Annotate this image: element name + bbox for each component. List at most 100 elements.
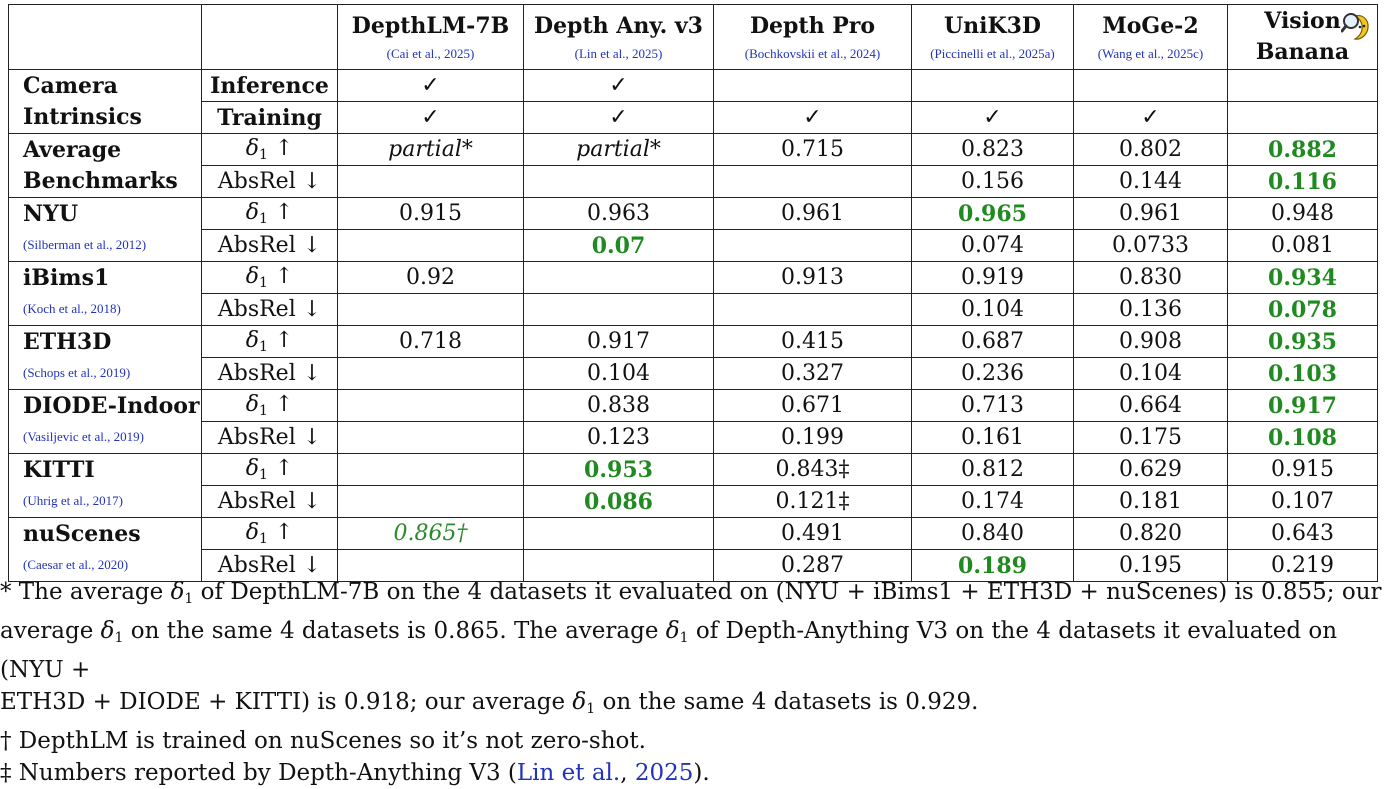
value-cell: 0.107: [1227, 485, 1378, 518]
dataset-citation[interactable]: (Koch et al., 2018): [23, 301, 121, 316]
value-cell: 0.687: [911, 325, 1074, 358]
eth3d-absrel-row: AbsRel ↓ 0.104 0.327 0.236 0.104 0.103: [9, 357, 1378, 390]
delta1-metric-label: δ1 ↑: [201, 517, 338, 550]
delta1-metric-label: δ1 ↑: [201, 325, 338, 358]
value-cell: 0.840: [911, 517, 1074, 550]
value-cell: 0.0733: [1073, 229, 1228, 262]
delta-symbol: δ: [245, 199, 259, 225]
delta-subscript: 1: [258, 210, 268, 227]
value-cell: [523, 517, 714, 550]
value-cell: [337, 229, 524, 262]
value-cell: 0.948: [1227, 197, 1378, 230]
delta-subscript: 1: [258, 530, 268, 547]
dataset-citation[interactable]: (Caesar et al., 2020): [23, 557, 129, 572]
value-cell: 0.718: [337, 325, 524, 358]
delta-symbol: δ: [245, 263, 259, 289]
absrel-metric-label: AbsRel ↓: [201, 229, 338, 262]
delta-symbol: δ: [245, 391, 259, 417]
model-citation[interactable]: (Cai et al., 2025): [386, 45, 475, 61]
value-cell: 0.174: [911, 485, 1074, 518]
model-citation[interactable]: (Piccinelli et al., 2025a): [930, 45, 1055, 61]
value-cell: 0.104: [911, 293, 1074, 326]
average-delta-row: Average Benchmarks δ1 ↑ partial* partial…: [8, 133, 1378, 198]
footnote-text: on the same 4 datasets is 0.929.: [595, 689, 979, 715]
value-cell: 0.917: [523, 325, 714, 358]
dataset-name: KITTI: [23, 457, 95, 483]
up-arrow: ↑: [267, 135, 294, 161]
dataset-citation[interactable]: (Vasiljevic et al., 2019): [23, 429, 144, 444]
value-cell: 0.144: [1073, 165, 1228, 198]
dataset-citation[interactable]: (Schops et al., 2019): [23, 365, 131, 380]
model-citation[interactable]: (Lin et al., 2025): [574, 45, 663, 61]
delta-symbol: δ: [245, 327, 259, 353]
check-cell: ✓: [337, 101, 524, 134]
up-arrow: ↑: [267, 519, 294, 545]
check-cell: [1227, 101, 1378, 134]
value-cell: 0.181: [1073, 485, 1228, 518]
value-cell: 0.671: [713, 389, 912, 422]
value-cell: 0.961: [713, 197, 912, 230]
footnote-text: of DepthLM-7B on the 4 datasets it evalu…: [193, 579, 1382, 605]
value-cell-best: 0.882: [1227, 133, 1378, 166]
up-arrow: ↑: [267, 391, 294, 417]
value-cell: 0.830: [1073, 261, 1228, 294]
check-cell: ✓: [713, 101, 912, 134]
dataset-citation[interactable]: (Silberman et al., 2012): [23, 237, 147, 252]
empty-header-cell: [201, 4, 338, 70]
value-cell: 0.081: [1227, 229, 1378, 262]
model-citation[interactable]: (Bochkovskii et al., 2024): [744, 45, 881, 61]
absrel-metric-label: AbsRel ↓: [201, 357, 338, 390]
footnote-text: ‡ Numbers reported by Depth-Anything V3 …: [0, 760, 517, 786]
citation-link[interactable]: Lin et al.: [516, 760, 621, 786]
model-name: DepthLM-7B: [351, 12, 510, 39]
value-cell: 0.287: [713, 549, 912, 582]
up-arrow: ↑: [267, 199, 294, 225]
ibims1-absrel-row: AbsRel ↓ 0.104 0.136 0.078: [9, 293, 1378, 326]
inference-label: Inference: [201, 69, 338, 102]
value-cell: 0.491: [713, 517, 912, 550]
value-cell: 0.643: [1227, 517, 1378, 550]
absrel-metric-label: AbsRel ↓: [201, 485, 338, 518]
value-cell: [337, 485, 524, 518]
value-cell: 0.327: [713, 357, 912, 390]
delta1-metric-label: δ1 ↑: [201, 197, 338, 230]
value-cell: [337, 357, 524, 390]
model-header-vision-banana: Vision Banana: [1227, 4, 1378, 70]
value-cell: 0.121‡: [713, 485, 912, 518]
value-cell: [337, 549, 524, 582]
value-cell: 0.915: [1227, 453, 1378, 486]
value-cell: [523, 293, 714, 326]
value-cell-best: 0.953: [523, 453, 714, 486]
value-cell-best: 0.934: [1227, 261, 1378, 294]
dataset-citation[interactable]: (Uhrig et al., 2017): [23, 493, 124, 508]
value-cell: 0.136: [1073, 293, 1228, 326]
model-citation[interactable]: (Wang et al., 2025c): [1097, 45, 1204, 61]
value-cell: 0.812: [911, 453, 1074, 486]
value-cell: 0.92: [337, 261, 524, 294]
dataset-nyu: NYU (Silberman et al., 2012): [8, 197, 202, 262]
value-cell: 0.915: [337, 197, 524, 230]
header-row: DepthLM-7B (Cai et al., 2025) Depth Any.…: [8, 4, 1378, 70]
eth3d-delta-row: ETH3D (Schops et al., 2019) δ1 ↑ 0.718 0…: [8, 325, 1378, 390]
up-arrow: ↑: [267, 455, 294, 481]
dataset-diode-indoor: DIODE-Indoor (Vasiljevic et al., 2019): [8, 389, 202, 454]
delta-symbol: δ: [170, 579, 185, 605]
dataset-name: iBims1: [23, 265, 110, 291]
group-label-line2: Intrinsics: [23, 103, 142, 130]
dataset-name: ETH3D: [23, 329, 112, 355]
results-table-wrapper: DepthLM-7B (Cai et al., 2025) Depth Any.…: [8, 4, 1378, 582]
value-cell: 0.823: [911, 133, 1074, 166]
delta-symbol: δ: [245, 455, 259, 481]
model-name: Depth Any. v3: [533, 12, 703, 39]
group-label-line1: Camera: [23, 72, 118, 99]
magnifier-banana-icon: [1341, 13, 1369, 40]
group-label-line2: Benchmarks: [23, 167, 178, 194]
value-cell: 0.713: [911, 389, 1074, 422]
nyu-delta-row: NYU (Silberman et al., 2012) δ1 ↑ 0.915 …: [8, 197, 1378, 262]
ibims1-delta-row: iBims1 (Koch et al., 2018) δ1 ↑ 0.92 0.9…: [8, 261, 1378, 326]
dataset-nuscenes: nuScenes (Caesar et al., 2020): [8, 517, 202, 582]
model-header-depth-pro: Depth Pro (Bochkovskii et al., 2024): [713, 4, 912, 70]
citation-link[interactable]: 2025: [634, 760, 694, 786]
value-cell: 0.156: [911, 165, 1074, 198]
value-cell-best: 0.965: [911, 197, 1074, 230]
